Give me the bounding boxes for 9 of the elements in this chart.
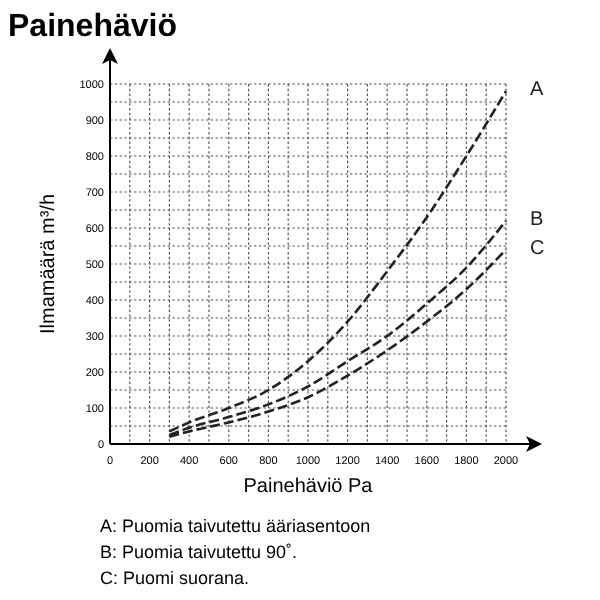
text: B: Puomia taivutettu 90˚. bbox=[100, 542, 298, 562]
text: A: Puomia taivutettu ääriasentoon bbox=[100, 516, 371, 536]
chart-title: Painehäviö bbox=[8, 10, 178, 44]
text: C: Puomi suorana. bbox=[100, 568, 250, 588]
x-axis-title: Painehäviö Pa bbox=[243, 476, 374, 498]
series-label: C bbox=[530, 237, 545, 260]
y-axis-title: Ilmamäärä m³/h bbox=[38, 193, 60, 335]
series-label: A bbox=[530, 79, 544, 102]
series-label: B bbox=[530, 208, 544, 231]
